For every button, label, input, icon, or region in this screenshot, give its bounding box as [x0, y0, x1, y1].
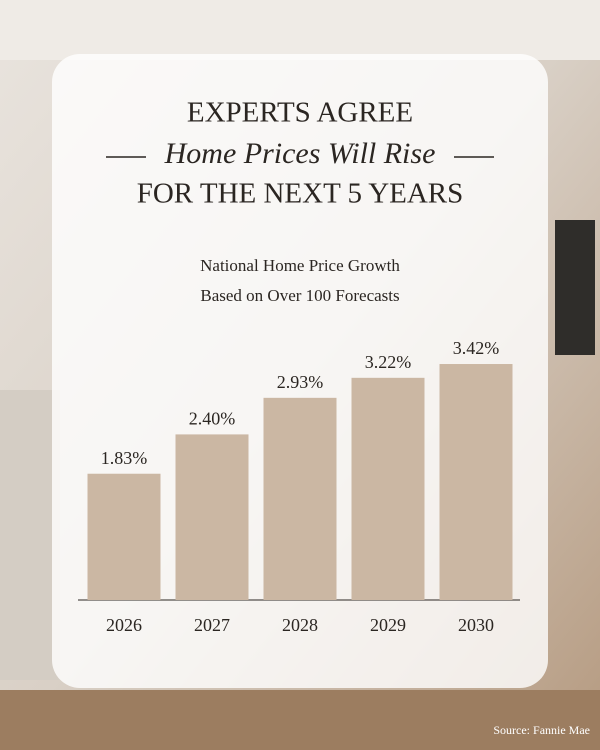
bar	[87, 473, 161, 600]
sofa	[0, 390, 60, 680]
x-tick-label: 2029	[370, 615, 406, 635]
title-line: FOR THE NEXT 5 YEARS	[137, 178, 464, 210]
value-label: 1.83%	[101, 448, 148, 468]
subtitle-line: Based on Over 100 Forecasts	[200, 286, 399, 305]
subtitle-line: National Home Price Growth	[200, 256, 400, 275]
bar	[175, 434, 249, 600]
value-label: 3.42%	[453, 338, 500, 358]
value-label: 2.93%	[277, 372, 324, 392]
x-tick-label: 2030	[458, 615, 494, 635]
x-tick-label: 2027	[194, 615, 230, 635]
x-tick-label: 2026	[106, 615, 142, 635]
source: Source: Fannie Mae	[493, 723, 590, 737]
bar	[351, 377, 425, 600]
x-tick-label: 2028	[282, 615, 318, 635]
floor	[0, 690, 600, 750]
bar	[263, 397, 337, 600]
tv	[555, 220, 595, 355]
ceiling	[0, 0, 600, 60]
title-line: EXPERTS AGREE	[187, 97, 413, 129]
title-line: Home Prices Will Rise	[164, 137, 436, 170]
value-label: 2.40%	[189, 409, 236, 429]
value-label: 3.22%	[365, 352, 412, 372]
bar	[439, 364, 513, 600]
